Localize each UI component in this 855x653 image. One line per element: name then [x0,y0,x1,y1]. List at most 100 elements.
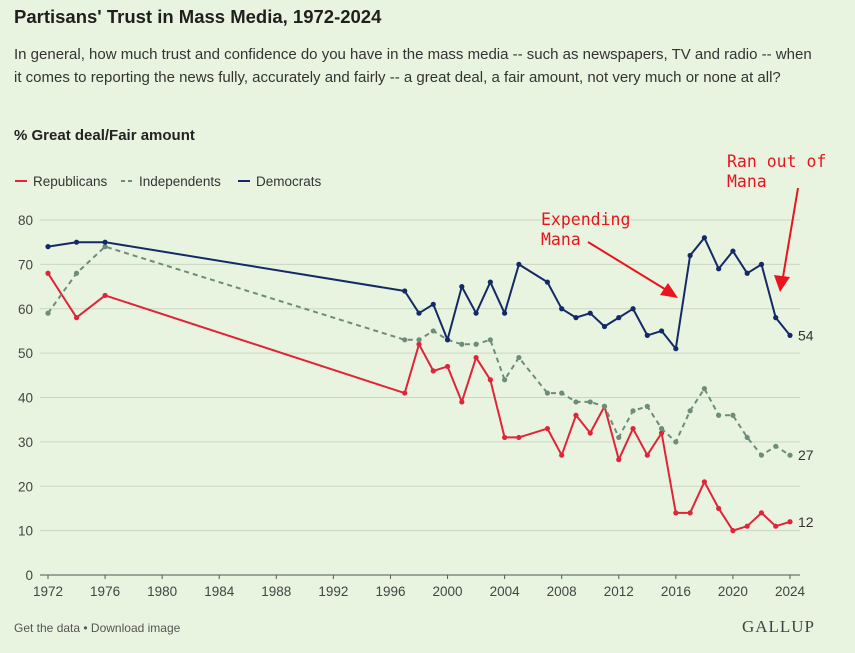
x-tick-label: 2000 [433,584,463,599]
x-tick-label: 2004 [490,584,521,599]
y-tick-label: 80 [18,213,33,228]
data-point-republicans [673,510,679,516]
data-point-republicans [616,457,622,463]
chart-subtitle: In general, how much trust and confidenc… [14,46,812,86]
data-point-republicans [544,425,551,432]
data-point-independents [701,386,707,392]
data-point-democrats [573,315,579,321]
annotation-arrow-shaft [587,241,669,292]
data-point-independents [502,377,508,383]
series-line-independents [47,245,791,457]
data-point-independents [687,408,693,414]
data-point-republicans [502,434,508,441]
y-tick-label: 0 [25,568,33,583]
data-point-democrats [430,301,436,307]
annotation-ran-out-line2: Mana [727,172,767,191]
data-point-independents [473,341,479,347]
data-point-independents [630,408,636,414]
data-point-independents [773,443,779,449]
data-point-republicans [658,430,665,436]
data-point-independents [758,452,765,458]
data-point-republicans [559,452,565,458]
chart-title: Partisans' Trust in Mass Media, 1972-202… [14,6,382,27]
data-point-independents [559,390,565,396]
data-point-republicans [587,430,593,436]
annotation-arrowhead [660,283,678,298]
data-point-independents [487,337,493,343]
data-point-democrats [687,252,693,259]
download-image-link[interactable]: Download image [90,621,181,635]
get-data-link[interactable]: Get the data [14,621,81,635]
data-point-democrats [601,323,608,330]
data-point-republicans [744,523,750,529]
x-tick-label: 1972 [33,584,63,599]
data-point-democrats [644,332,650,338]
data-point-independents [644,403,650,409]
data-point-independents [45,310,51,316]
data-point-republicans [758,510,765,516]
y-tick-label: 10 [18,524,33,539]
data-point-republicans [644,452,650,458]
legend-label-independents: Independents [139,174,221,189]
y-tick-label: 20 [18,479,33,494]
data-point-independents [673,439,679,445]
y-tick-label: 70 [18,257,33,272]
data-point-republicans [516,434,522,441]
data-point-democrats [658,328,665,334]
data-point-democrats [773,315,779,321]
end-label-republicans: 12 [798,514,814,530]
x-tick-label: 2016 [661,584,691,599]
data-point-republicans [402,390,408,396]
data-point-democrats [487,279,493,285]
data-point-republicans [487,377,493,383]
data-point-independents [658,425,665,432]
data-point-republicans [773,523,779,529]
data-point-republicans [102,292,108,299]
data-point-democrats [758,261,765,267]
y-tick-label: 30 [18,435,33,450]
data-point-independents [544,390,551,396]
data-point-republicans [45,270,51,276]
data-point-independents [102,244,108,250]
x-tick-label: 1992 [318,584,348,599]
data-point-independents [616,434,622,441]
data-point-republicans [630,425,636,432]
data-point-democrats [544,279,551,285]
data-point-democrats [402,288,408,294]
x-tick-label: 2024 [775,584,806,599]
data-point-independents [430,328,436,334]
data-point-independents [459,341,465,347]
data-point-independents [573,399,579,405]
series-line-republicans [47,272,791,532]
data-point-democrats [73,239,80,245]
data-point-independents [587,399,593,405]
data-point-independents [601,403,608,409]
data-point-democrats [787,332,793,338]
data-point-democrats [459,283,465,290]
data-point-democrats [416,310,422,316]
data-point-independents [787,452,793,458]
annotation-arrow-shaft [782,187,799,278]
legend-label-republicans: Republicans [33,174,108,189]
data-point-republicans [573,412,579,418]
x-tick-label: 2008 [547,584,577,599]
data-point-republicans [687,510,693,516]
x-tick-label: 1984 [204,584,235,599]
data-point-democrats [744,270,750,276]
data-point-republicans [701,479,707,485]
y-tick-label: 60 [18,302,33,317]
data-point-republicans [473,354,479,361]
data-point-republicans [430,368,436,374]
data-point-democrats [630,306,636,312]
data-point-democrats [102,239,108,245]
data-point-republicans [416,341,422,347]
data-point-democrats [444,337,451,343]
data-point-independents [73,270,80,276]
end-label-independents: 27 [798,447,814,463]
annotation-arrowhead [774,275,790,292]
data-point-democrats [616,315,622,321]
data-point-democrats [516,261,522,267]
data-point-democrats [473,310,479,316]
series-line-democrats [47,236,791,350]
annotation-ran-out-line1: Ran out of [727,152,826,171]
